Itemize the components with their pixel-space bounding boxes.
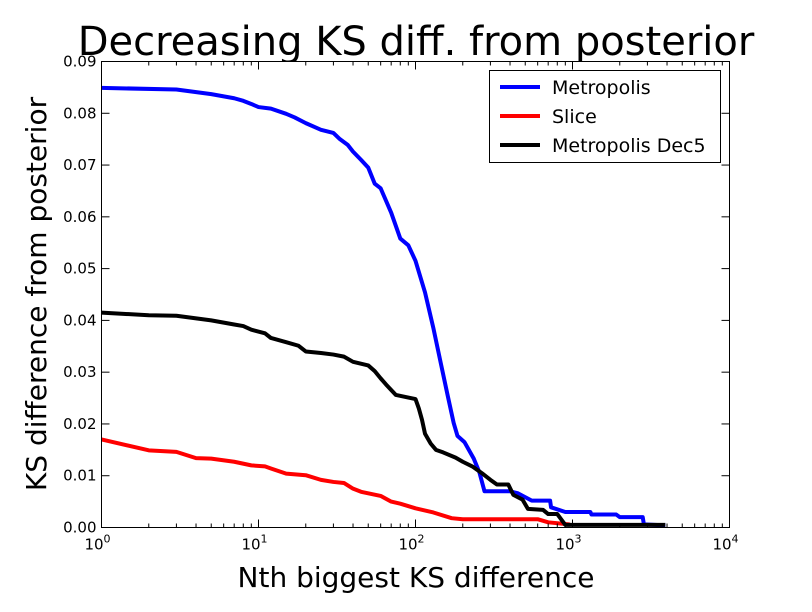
series-line-0 <box>101 85 666 528</box>
y-axis-ticks: 0.00 0.01 0.02 0.03 0.04 0.05 0.06 0.07 0.08 0.09 <box>63 53 730 537</box>
x-tick-label: 102 <box>398 533 424 554</box>
y-tick-label: 0.05 <box>63 260 96 278</box>
y-tick-label: 0.02 <box>63 415 96 433</box>
legend: Metropolis Slice Metropolis Dec5 <box>489 70 721 163</box>
y-axis-label: KS difference from posterior <box>20 96 53 491</box>
y-tick-label: 0.03 <box>63 363 96 381</box>
y-tick-label: 0.08 <box>63 104 96 122</box>
x-tick-label: 103 <box>555 533 581 554</box>
y-tick-label: 0.00 <box>63 519 96 537</box>
y-tick-label: 0.01 <box>63 467 96 485</box>
series-layer <box>101 85 666 528</box>
y-tick-label: 0.09 <box>63 53 96 71</box>
y-tick-label: 0.07 <box>63 156 96 174</box>
y-tick-label: 0.04 <box>63 311 96 329</box>
y-tick-label: 0.06 <box>63 208 96 226</box>
legend-label-2: Metropolis Dec5 <box>552 135 706 157</box>
x-axis-label: Nth biggest KS difference <box>238 561 595 594</box>
series-line-2 <box>101 310 666 527</box>
x-tick-label: 104 <box>712 533 738 554</box>
chart-title: Decreasing KS diff. from posterior <box>78 19 755 65</box>
legend-label-0: Metropolis <box>552 77 651 99</box>
series-line-1 <box>101 437 572 527</box>
legend-label-1: Slice <box>552 106 597 128</box>
x-tick-label: 101 <box>241 533 267 554</box>
x-axis-ticks: 100 101 102 103 104 <box>84 61 739 554</box>
x-tick-label: 100 <box>84 533 110 554</box>
